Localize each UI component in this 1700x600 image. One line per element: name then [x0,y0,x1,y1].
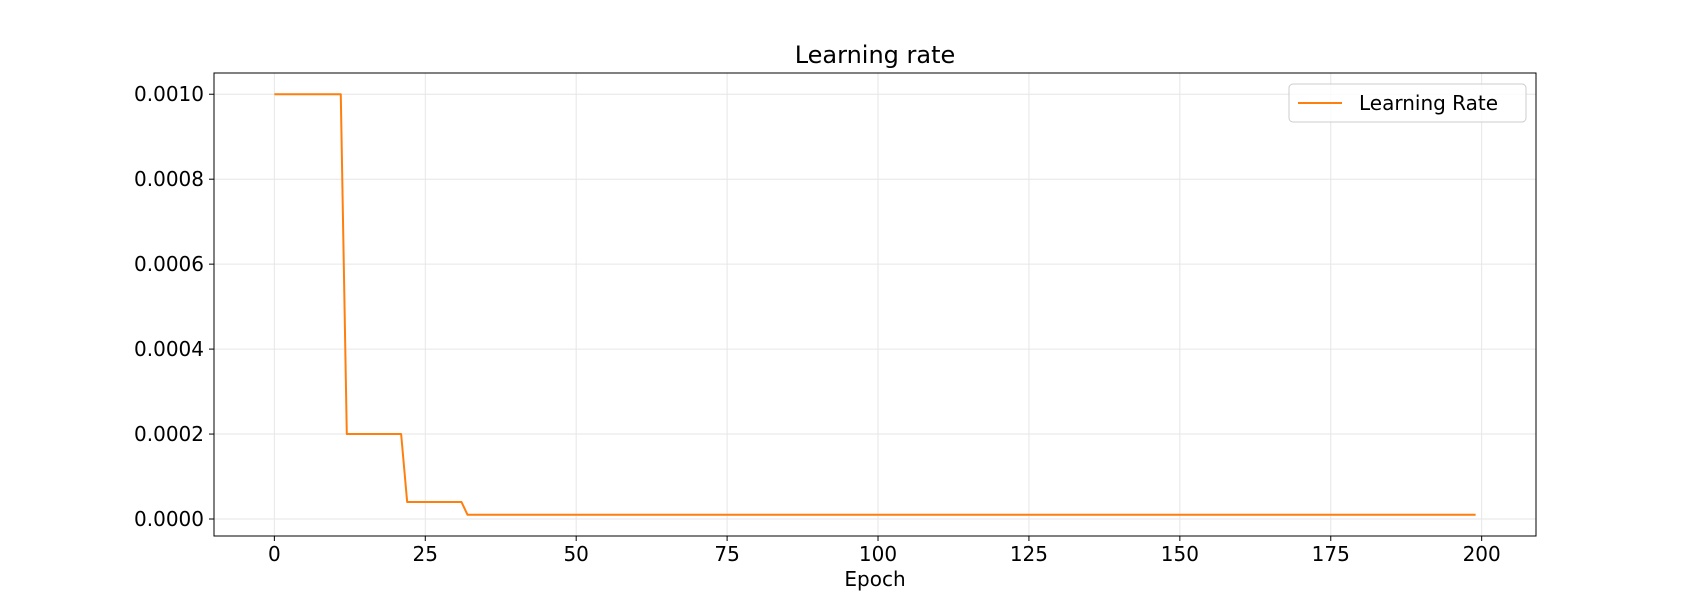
chart-title: Learning rate [795,41,956,69]
y-tick-label: 0.0004 [134,337,204,361]
y-tick-label: 0.0008 [134,167,204,191]
legend: Learning Rate [1288,83,1527,123]
x-axis: 0 25 50 75 100 125 150 175 200 [268,536,1501,566]
x-tick-label: 75 [714,542,739,566]
y-tick-label: 0.0000 [134,507,204,531]
series-line-learning-rate [274,93,1476,516]
x-tick-label: 175 [1312,542,1350,566]
y-axis: 0.0000 0.0002 0.0004 0.0006 0.0008 0.0010 [134,82,214,531]
y-tick-label: 0.0010 [134,82,204,106]
legend-label: Learning Rate [1359,91,1498,115]
y-tick-label: 0.0006 [134,252,204,276]
y-tick-label: 0.0002 [134,422,204,446]
x-tick-label: 50 [563,542,588,566]
series-group [274,93,1476,516]
x-tick-label: 150 [1161,542,1199,566]
x-tick-label: 200 [1463,542,1501,566]
x-tick-label: 25 [413,542,438,566]
grid-lines [214,73,1536,536]
x-axis-title: Epoch [844,567,905,591]
x-tick-label: 125 [1010,542,1048,566]
x-tick-label: 0 [268,542,281,566]
legend-box [1288,83,1527,123]
plot-frame [213,72,1537,537]
x-tick-label: 100 [859,542,897,566]
